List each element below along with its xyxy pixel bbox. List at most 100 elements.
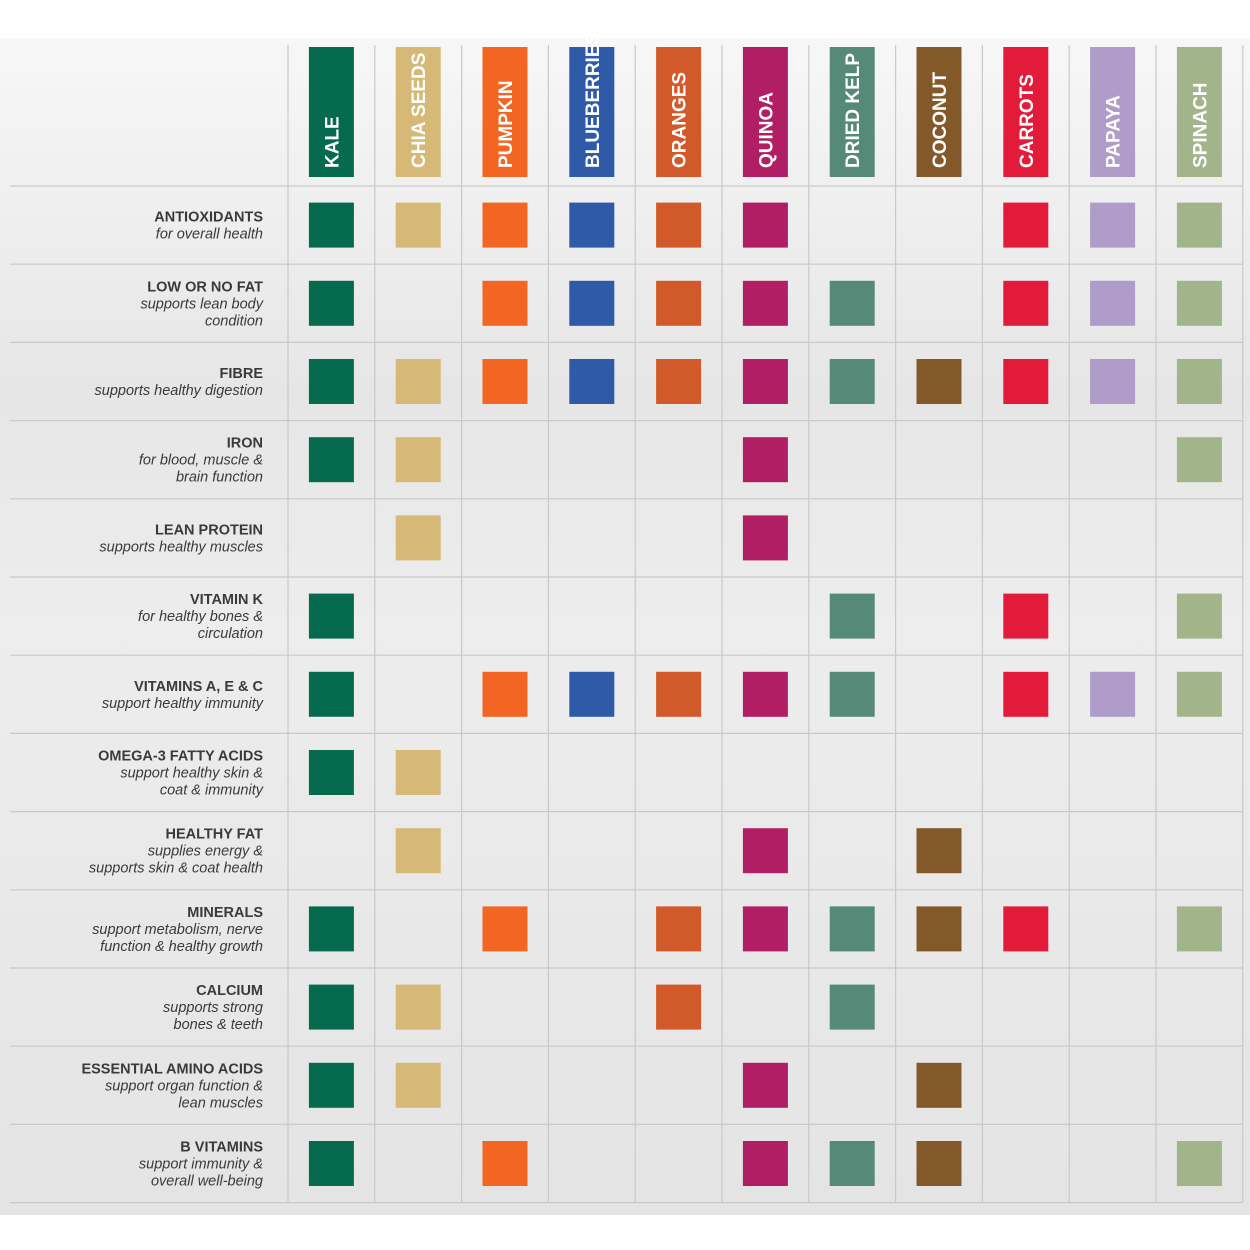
row-title: LEAN PROTEIN	[155, 522, 263, 538]
cell-mark	[308, 280, 354, 326]
cell-mark	[308, 750, 354, 795]
column-header	[829, 47, 875, 177]
row-title: VITAMIN K	[190, 592, 264, 608]
cell-mark	[1090, 359, 1136, 404]
cell-mark	[1003, 280, 1049, 326]
row-subtitle: overall well-being	[151, 1174, 263, 1190]
cell-mark	[1003, 671, 1049, 717]
row-subtitle: for overall health	[156, 227, 263, 243]
row-title: MINERALS	[187, 905, 263, 921]
row-subtitle: supports lean body	[140, 296, 263, 312]
row-title: ESSENTIAL AMINO ACIDS	[81, 1061, 263, 1077]
cell-mark	[742, 828, 788, 874]
column-label: PAPAYA	[1104, 95, 1125, 168]
column-label: PUMPKIN	[496, 80, 517, 168]
cell-mark	[742, 359, 788, 404]
cell-mark	[395, 202, 441, 248]
column-header	[395, 47, 441, 177]
cell-mark	[1090, 671, 1136, 717]
row-title: ANTIOXIDANTS	[154, 210, 263, 226]
cell-mark	[308, 1141, 354, 1186]
column-label: KALE	[322, 116, 343, 168]
row-subtitle: support healthy skin &	[120, 766, 263, 782]
column-label: COCONUT	[930, 72, 951, 168]
cell-mark	[1003, 202, 1049, 248]
cell-mark	[742, 1062, 788, 1108]
cell-mark	[308, 906, 354, 952]
cell-mark	[829, 280, 875, 326]
row-subtitle: condition	[205, 313, 263, 329]
column-label: DRIED KELP	[843, 53, 864, 168]
row-title: FIBRE	[220, 366, 264, 382]
cell-mark	[829, 1141, 875, 1186]
cell-mark	[308, 671, 354, 717]
cell-mark	[395, 750, 441, 795]
cell-mark	[1176, 671, 1222, 717]
cell-mark	[829, 671, 875, 717]
row-title: CALCIUM	[196, 983, 263, 999]
row-subtitle: support immunity &	[139, 1157, 263, 1173]
cell-mark	[308, 1062, 354, 1108]
row-subtitle: supplies energy &	[148, 844, 263, 860]
cell-mark	[1176, 593, 1222, 639]
cell-mark	[1176, 280, 1222, 326]
column-header	[742, 47, 788, 177]
row-title: B VITAMINS	[180, 1140, 263, 1156]
cell-mark	[656, 202, 702, 248]
cell-mark	[482, 202, 528, 248]
column-header	[569, 47, 615, 177]
cell-mark	[569, 359, 615, 404]
cell-mark	[742, 280, 788, 326]
cell-mark	[1176, 202, 1222, 248]
cell-mark	[482, 906, 528, 952]
cell-mark	[829, 984, 875, 1030]
cell-mark	[1003, 906, 1049, 952]
cell-mark	[916, 1062, 962, 1108]
cell-mark	[916, 1141, 962, 1186]
cell-mark	[395, 1062, 441, 1108]
row-subtitle: supports strong	[163, 1000, 263, 1016]
row-subtitle: bones & teeth	[174, 1017, 264, 1033]
row-title: VITAMINS A, E & C	[134, 679, 263, 695]
row-subtitle: supports skin & coat health	[89, 861, 263, 877]
cell-mark	[742, 202, 788, 248]
cell-mark	[395, 437, 441, 483]
cell-mark	[916, 828, 962, 874]
cell-mark	[308, 984, 354, 1030]
cell-mark	[656, 359, 702, 404]
column-header	[656, 47, 702, 177]
row-subtitle: coat & immunity	[160, 783, 264, 799]
cell-mark	[1176, 437, 1222, 483]
row-subtitle: lean muscles	[178, 1095, 263, 1111]
cell-mark	[1176, 359, 1222, 404]
cell-mark	[308, 593, 354, 639]
row-title: LOW OR NO FAT	[147, 279, 263, 295]
row-subtitle: support organ function &	[105, 1078, 263, 1094]
cell-mark	[569, 202, 615, 248]
column-header	[1003, 47, 1049, 177]
row-title: HEALTHY FAT	[166, 827, 264, 843]
row-title: OMEGA-3 FATTY ACIDS	[98, 749, 263, 765]
cell-mark	[569, 280, 615, 326]
cell-mark	[395, 515, 441, 561]
cell-mark	[916, 906, 962, 952]
cell-mark	[742, 906, 788, 952]
row-subtitle: support metabolism, nerve	[92, 922, 263, 938]
column-header	[1090, 47, 1136, 177]
cell-mark	[569, 671, 615, 717]
row-title: IRON	[227, 436, 263, 452]
row-subtitle: supports healthy digestion	[95, 383, 263, 399]
cell-mark	[395, 828, 441, 874]
cell-mark	[742, 1141, 788, 1186]
row-subtitle: circulation	[198, 626, 263, 642]
column-label: CHIA SEEDS	[409, 53, 430, 168]
column-label: ORANGES	[670, 72, 691, 168]
cell-mark	[482, 280, 528, 326]
cell-mark	[829, 593, 875, 639]
cell-mark	[829, 906, 875, 952]
cell-mark	[742, 671, 788, 717]
cell-mark	[1176, 906, 1222, 952]
cell-mark	[308, 437, 354, 483]
